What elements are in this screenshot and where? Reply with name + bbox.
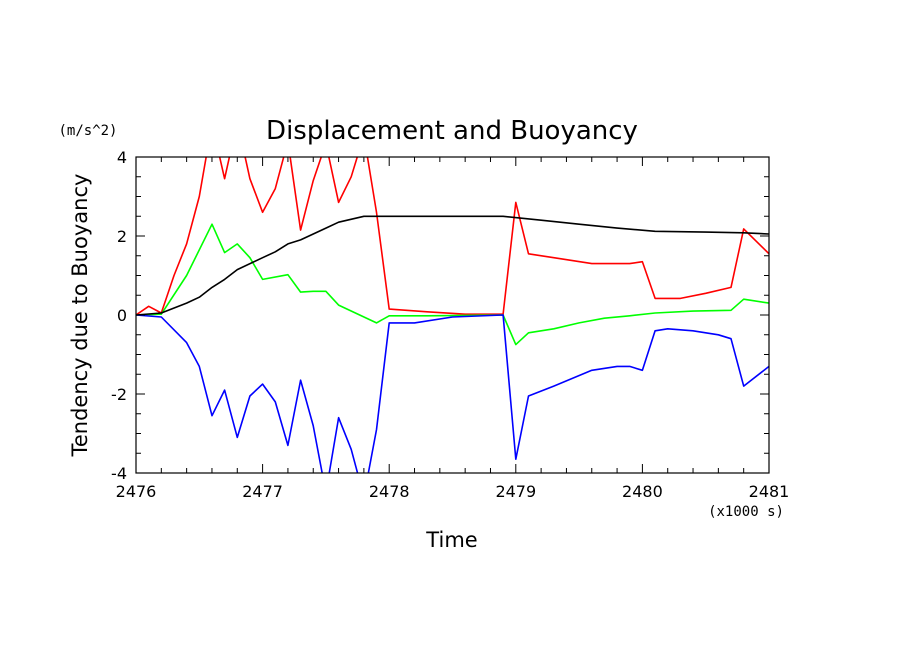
y-tick-label: 2 (117, 227, 127, 246)
y-unit-label: (m/s^2) (58, 123, 117, 139)
x-tick-label: 2481 (749, 482, 790, 501)
x-tick-label: 2476 (116, 482, 157, 501)
x-tick-label: 2478 (369, 482, 410, 501)
x-tick-label: 2479 (495, 482, 536, 501)
y-axis-label: Tendency due to Buoyancy (68, 174, 92, 458)
y-tick-label: 4 (117, 148, 127, 167)
series-line-4 (136, 215, 769, 316)
chart-title: Displacement and Buoyancy (266, 116, 638, 146)
y-tick-label: 0 (117, 306, 127, 325)
y-tick-label: -4 (111, 464, 127, 483)
series-line-1 (136, 157, 769, 316)
y-tick-label: -2 (111, 385, 127, 404)
x-tick-label: 2480 (622, 482, 663, 501)
series-line-3 (136, 314, 769, 473)
series-line-2 (136, 223, 769, 346)
x-tick-label: 2477 (242, 482, 283, 501)
x-axis-label: Time (425, 528, 477, 552)
x-unit-label: (x1000 s) (708, 504, 784, 520)
